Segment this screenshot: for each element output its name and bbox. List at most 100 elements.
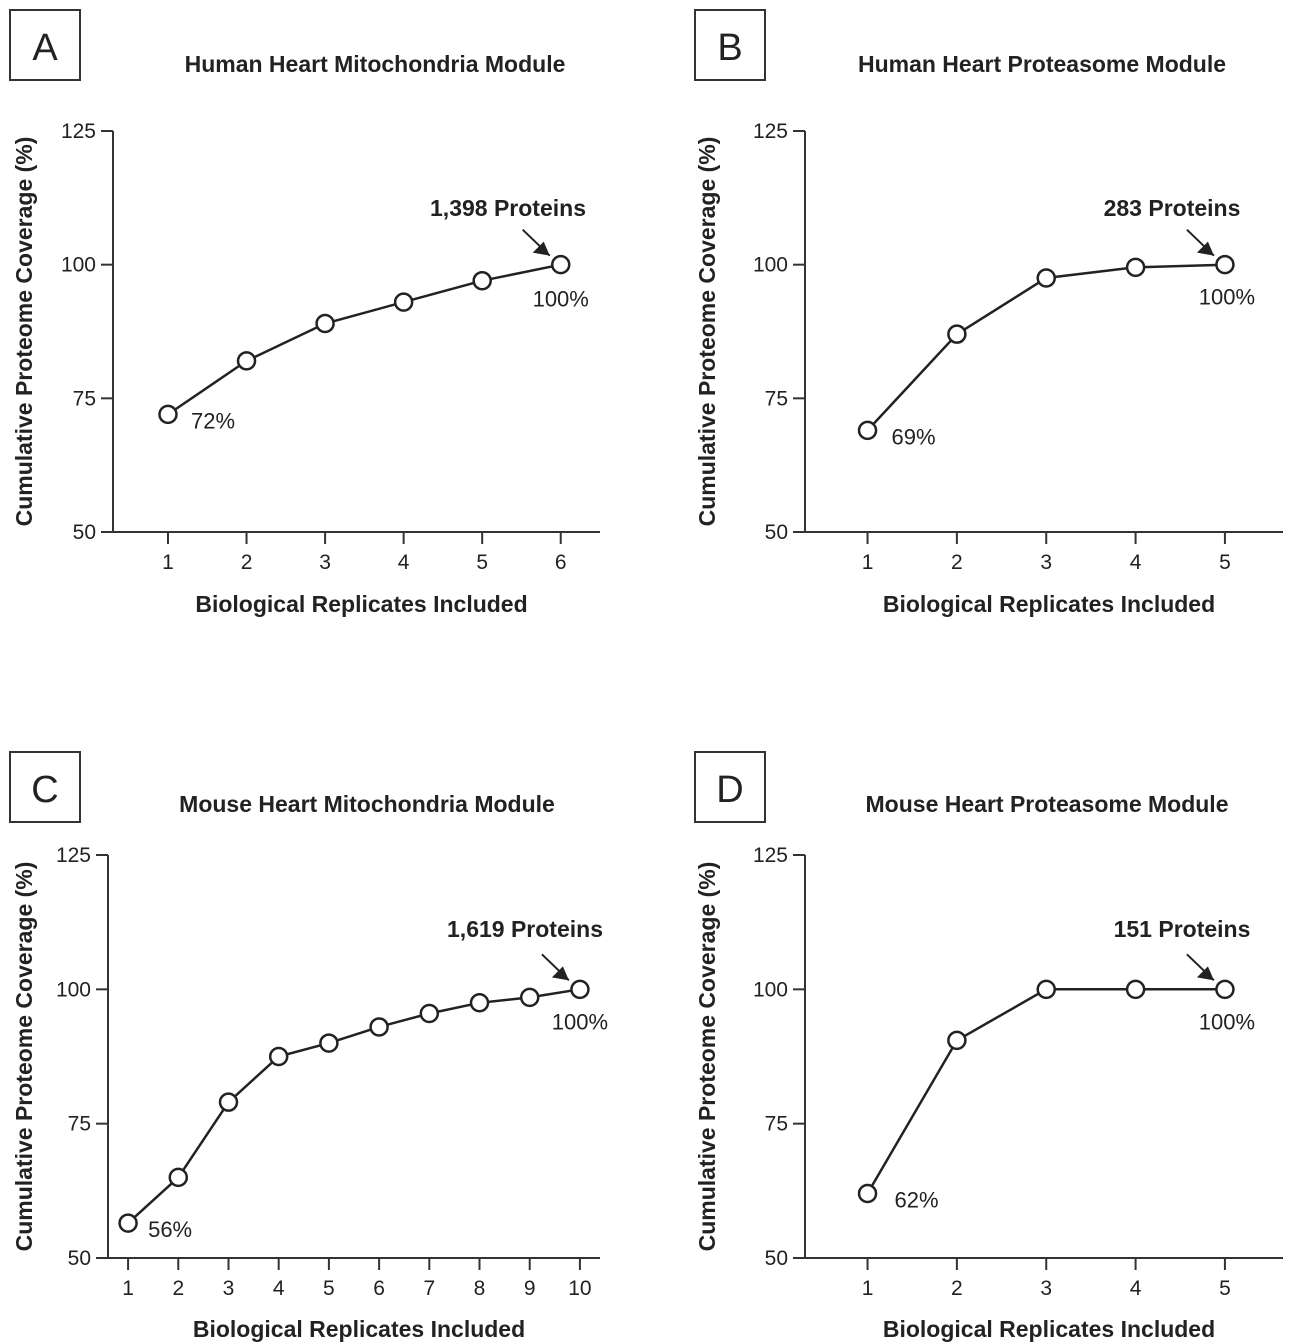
y-tick-label: 125 (753, 844, 788, 867)
data-point (472, 270, 492, 291)
x-tick-label: 4 (1130, 551, 1142, 574)
callout-arrow-head (1196, 966, 1214, 981)
panel-letter-box (9, 9, 81, 81)
x-tick-label: 1 (122, 1277, 134, 1300)
chart-title: Mouse Heart Proteasome Module (866, 791, 1229, 817)
y-tick-label: 50 (73, 521, 96, 544)
chart-title: Mouse Heart Mitochondria Module (179, 791, 555, 817)
first-value-label: 56% (148, 1217, 192, 1242)
data-point (319, 1033, 339, 1053)
y-tick-label: 50 (68, 1247, 91, 1270)
callout-arrow-head (551, 966, 569, 981)
protein-count-callout: 1,619 Proteins (447, 916, 603, 942)
panel-letter: A (32, 27, 58, 69)
data-point (118, 1213, 138, 1233)
x-tick-label: 7 (423, 1277, 435, 1300)
x-tick-label: 2 (172, 1277, 184, 1300)
data-point (218, 1092, 239, 1112)
x-tick-label: 5 (323, 1277, 335, 1300)
first-value-label: 62% (895, 1188, 939, 1213)
x-tick-label: 1 (862, 1277, 874, 1300)
series-line (127, 988, 581, 1225)
first-value-label: 69% (892, 424, 936, 449)
last-value-label: 100% (533, 287, 589, 312)
y-tick-label: 75 (73, 387, 96, 410)
y-tick-label: 75 (68, 1113, 91, 1136)
y-tick-label: 50 (765, 521, 788, 544)
x-tick-label: 6 (373, 1277, 385, 1300)
panel-d: D Mouse Heart Proteasome Module 50 75 100 125… (694, 751, 1283, 1342)
series-line (866, 263, 1225, 432)
y-tick-label: 125 (61, 120, 96, 143)
x-axis-title: Biological Replicates Included (883, 1316, 1215, 1342)
data-point (1036, 268, 1056, 288)
y-axis-title: Cumulative Proteome Coverage (%) (11, 137, 37, 527)
y-tick-label: 125 (753, 120, 788, 143)
panel-letter-box (694, 9, 766, 81)
y-tick-label: 50 (765, 1247, 788, 1270)
data-point (550, 254, 571, 275)
data-point (947, 324, 967, 344)
data-point (469, 993, 490, 1013)
panel-letter-box (9, 751, 81, 823)
data-point (1215, 254, 1235, 275)
last-value-label: 100% (1199, 1009, 1255, 1034)
x-tick-label: 3 (319, 551, 331, 574)
x-tick-label: 1 (862, 551, 874, 574)
data-point (268, 1046, 289, 1067)
panel-c: C Mouse Heart Mitochondria Module50751001… (9, 751, 608, 1342)
x-tick-label: 2 (951, 1277, 963, 1300)
y-tick-label: 75 (765, 1113, 788, 1136)
data-point (315, 313, 335, 334)
x-tick-label: 4 (1130, 1277, 1142, 1300)
panel-b: B Human Heart Proteasome Module5075100125… (694, 9, 1283, 617)
series-line (167, 263, 561, 416)
x-tick-label: 10 (568, 1277, 591, 1300)
x-tick-label: 3 (1040, 1277, 1052, 1300)
data-point (236, 351, 257, 371)
x-tick-label: 3 (223, 1277, 235, 1300)
data-point (393, 292, 414, 312)
x-axis-title: Biological Replicates Included (883, 591, 1215, 617)
protein-count-callout: 151 Proteins (1114, 916, 1251, 942)
protein-count-callout: 283 Proteins (1104, 195, 1241, 221)
data-point (1036, 979, 1056, 1000)
y-tick-label: 125 (56, 844, 91, 867)
panel-a: A Human Heart Mitochondria Module 50 75 100 1… (9, 9, 600, 617)
y-axis-title: Cumulative Proteome Coverage (%) (694, 137, 720, 527)
x-tick-label: 4 (273, 1277, 285, 1300)
x-tick-label: 2 (951, 551, 963, 574)
y-tick-label: 100 (753, 978, 788, 1001)
data-point (947, 1030, 967, 1051)
callout-arrow-head (1196, 241, 1214, 256)
first-value-label: 72% (191, 408, 235, 433)
y-tick-label: 100 (56, 978, 91, 1001)
x-tick-label: 4 (398, 551, 410, 574)
callout-arrow-head (532, 241, 550, 256)
x-axis-title: Biological Replicates Included (195, 591, 527, 617)
data-point (158, 404, 178, 425)
data-point (570, 979, 590, 1000)
panel-letter-box (694, 751, 766, 823)
x-tick-label: 3 (1040, 551, 1052, 574)
last-value-label: 100% (552, 1009, 608, 1034)
y-tick-label: 75 (765, 387, 788, 410)
data-point (168, 1167, 189, 1188)
protein-count-callout: 1,398 Proteins (430, 195, 586, 221)
data-point (857, 1183, 878, 1204)
x-tick-label: 2 (241, 551, 253, 574)
data-point (1215, 979, 1235, 1000)
panel-letter: D (716, 769, 743, 811)
data-point (1125, 979, 1146, 1000)
y-axis-title: Cumulative Proteome Coverage (%) (694, 862, 720, 1252)
x-tick-label: 1 (162, 551, 174, 574)
chart-title: Human Heart Mitochondria Module (185, 51, 566, 77)
data-point (369, 1017, 389, 1037)
panel-letter: C (31, 769, 58, 811)
x-axis-title: Biological Replicates Included (193, 1316, 525, 1342)
data-point (1125, 257, 1146, 278)
series-line (866, 988, 1225, 1195)
y-axis-title: Cumulative Proteome Coverage (%) (11, 862, 37, 1252)
x-tick-label: 6 (555, 551, 567, 574)
